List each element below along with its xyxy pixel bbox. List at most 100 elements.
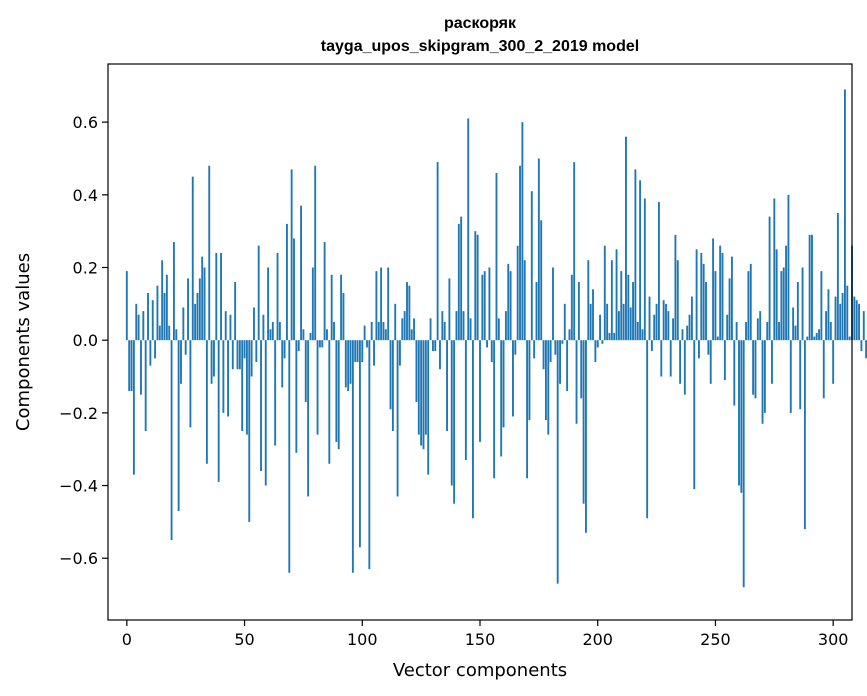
bar bbox=[540, 220, 543, 341]
bar bbox=[735, 322, 738, 341]
bar bbox=[589, 303, 592, 341]
bar bbox=[300, 205, 302, 341]
bar bbox=[453, 340, 456, 504]
bar bbox=[827, 289, 830, 341]
bar bbox=[469, 318, 472, 341]
bar bbox=[351, 340, 354, 573]
bar bbox=[625, 136, 627, 341]
bar bbox=[792, 307, 795, 341]
bar bbox=[504, 311, 507, 341]
bar bbox=[509, 271, 512, 341]
bar bbox=[278, 322, 281, 341]
y-tick-label: 0.0 bbox=[73, 331, 98, 350]
bar bbox=[495, 173, 498, 341]
bar bbox=[667, 311, 670, 341]
bar bbox=[596, 340, 599, 348]
bar bbox=[486, 340, 488, 348]
bar bbox=[688, 314, 691, 341]
bar bbox=[479, 340, 481, 442]
bar bbox=[274, 340, 277, 446]
bar bbox=[140, 340, 142, 395]
bar bbox=[799, 340, 802, 410]
bar bbox=[446, 340, 448, 432]
bar bbox=[815, 332, 818, 341]
bar bbox=[196, 292, 199, 341]
bars-group bbox=[125, 89, 867, 588]
bar bbox=[262, 314, 265, 341]
bar bbox=[650, 340, 653, 352]
bar bbox=[648, 296, 651, 341]
bar bbox=[681, 329, 684, 341]
bar bbox=[547, 340, 550, 435]
bar bbox=[375, 271, 378, 341]
bar bbox=[340, 274, 343, 341]
bar bbox=[460, 216, 463, 341]
y-axis-label: Components values bbox=[13, 253, 34, 431]
bar bbox=[662, 300, 665, 341]
bar bbox=[782, 267, 785, 341]
bar bbox=[271, 322, 274, 341]
bar bbox=[646, 340, 649, 519]
bar bbox=[224, 311, 227, 341]
bar bbox=[165, 274, 168, 341]
bar bbox=[700, 252, 703, 341]
bar bbox=[189, 340, 192, 428]
bar bbox=[643, 198, 646, 341]
bar bbox=[172, 242, 175, 341]
bar bbox=[780, 271, 783, 341]
bar bbox=[229, 314, 232, 341]
chart-subtitle: tayga_upos_skipgram_300_2_2019 model bbox=[321, 38, 639, 55]
bar bbox=[464, 340, 467, 461]
bar bbox=[401, 318, 404, 341]
bar bbox=[132, 340, 135, 475]
bar bbox=[789, 340, 792, 413]
bar bbox=[756, 318, 759, 341]
bar bbox=[683, 340, 686, 395]
y-tick-label: −0.2 bbox=[59, 404, 98, 423]
bar bbox=[836, 212, 839, 341]
bar bbox=[170, 340, 173, 541]
bar bbox=[839, 303, 842, 341]
bar bbox=[818, 329, 820, 341]
x-tick-label: 250 bbox=[700, 630, 731, 649]
bar bbox=[634, 169, 637, 341]
bar bbox=[601, 340, 604, 344]
x-tick-label: 200 bbox=[582, 630, 613, 649]
y-tick-label: −0.6 bbox=[59, 549, 98, 568]
bar bbox=[182, 307, 185, 341]
bar bbox=[130, 340, 133, 392]
bar bbox=[396, 340, 399, 497]
bar bbox=[566, 340, 569, 392]
bar bbox=[297, 340, 300, 352]
bar bbox=[236, 340, 239, 370]
bar bbox=[321, 340, 324, 348]
bar bbox=[307, 340, 310, 497]
bar bbox=[490, 340, 493, 362]
bar bbox=[530, 191, 533, 341]
bar bbox=[752, 340, 755, 395]
bar bbox=[587, 260, 590, 341]
bar bbox=[125, 271, 128, 341]
bar bbox=[358, 340, 361, 548]
bar bbox=[267, 267, 270, 341]
bar bbox=[785, 245, 788, 341]
bar bbox=[665, 303, 667, 341]
bar bbox=[493, 340, 496, 479]
x-tick-label: 0 bbox=[122, 630, 132, 649]
bar bbox=[690, 296, 693, 341]
bar bbox=[533, 340, 536, 359]
bar bbox=[860, 340, 863, 352]
bar bbox=[326, 329, 328, 341]
bar bbox=[361, 340, 364, 362]
bar bbox=[778, 322, 780, 341]
bar bbox=[245, 340, 248, 435]
bar bbox=[481, 274, 484, 341]
bar bbox=[514, 340, 517, 355]
bar bbox=[766, 322, 769, 341]
bar bbox=[455, 311, 458, 341]
bar bbox=[733, 340, 736, 406]
bar bbox=[679, 340, 682, 384]
bar bbox=[175, 329, 178, 341]
bar bbox=[726, 314, 729, 341]
bar bbox=[721, 252, 724, 341]
